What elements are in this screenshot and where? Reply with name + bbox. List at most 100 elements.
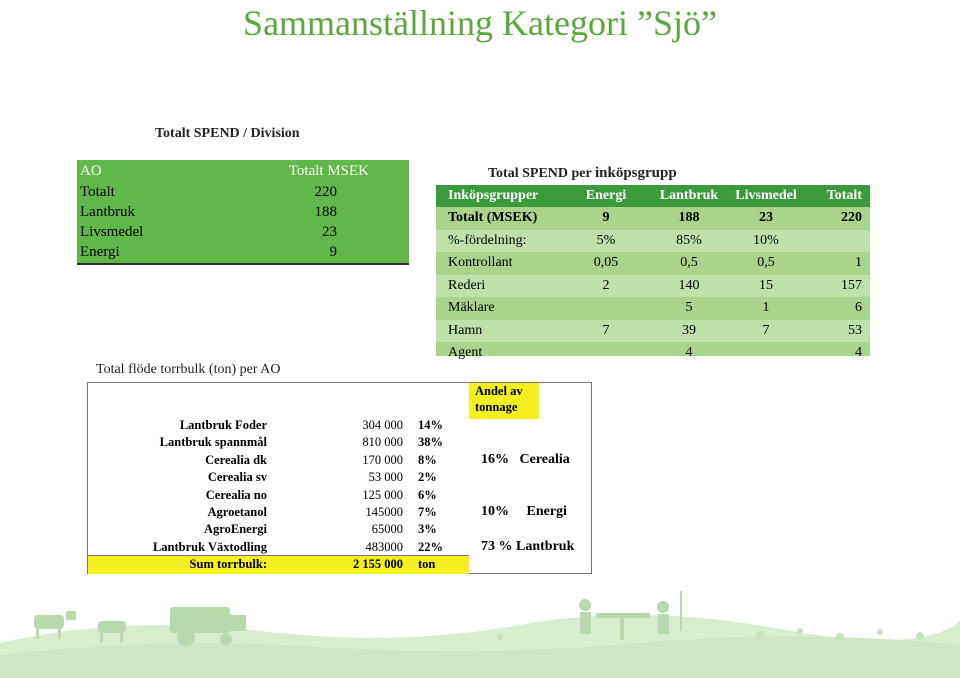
table-row: AgroEnergi 65000 3% xyxy=(88,522,470,539)
table-row: Agroetanol 145000 7% xyxy=(88,505,470,522)
cows-icon xyxy=(34,611,126,642)
table-row: Lantbruk spannmål 810 000 38% xyxy=(88,435,470,452)
table-cell: 1 xyxy=(855,255,862,270)
table-cell: 10% xyxy=(753,232,779,248)
landscape-illustration xyxy=(0,585,960,678)
row-value: 810 000 xyxy=(362,435,403,450)
table-cell: Rederi xyxy=(448,277,486,293)
row-label: Energi xyxy=(80,244,120,260)
table-row: Lantbruk Foder 304 000 14% xyxy=(88,418,470,435)
table-cell: %-fördelning: xyxy=(448,232,527,248)
spend-group-table: Inköpsgrupper Energi Lantbruk Livsmedel … xyxy=(436,185,870,360)
torrbulk-table: Lantbruk Foder 304 000 14% Lantbruk spannmå… xyxy=(87,382,471,574)
andel-header: Andel av tonnage xyxy=(469,383,539,419)
row-pct: 2% xyxy=(418,470,437,485)
table-cell: 157 xyxy=(841,277,862,293)
andel-header-line1: Andel av xyxy=(475,384,523,398)
table-cell: Mäklare xyxy=(448,300,495,315)
row-label: Livsmedel xyxy=(80,224,144,240)
table-cell: Agent xyxy=(448,345,483,360)
table-cell: 85% xyxy=(676,232,702,248)
row-name: AgroEnergi xyxy=(204,522,267,537)
andel-lantbruk: 73 % Lantbruk xyxy=(481,539,575,554)
table-cell: 53 xyxy=(848,322,862,338)
row-pct: 14% xyxy=(418,418,443,432)
row-name: Cerealia sv xyxy=(207,470,267,485)
table-cell: 140 xyxy=(678,277,700,293)
table-row: Lantbruk Växtodling 483000 22% xyxy=(88,540,470,557)
table-row: Totalt 220 xyxy=(77,183,409,203)
table-row: Cerealia dk 170 000 8% xyxy=(88,453,470,470)
row-value: 170 000 xyxy=(362,452,403,467)
andel-box: Andel av tonnage 16% Cerealia 10% Energi… xyxy=(469,382,592,574)
table-cell: 0,5 xyxy=(680,255,698,270)
row-value: 65000 xyxy=(371,522,403,537)
table-row: Kontrollant 0,05 0,5 0,5 1 xyxy=(436,252,870,274)
table-cell: Totalt (MSEK) xyxy=(448,210,538,225)
table-row: Mäklare 5 1 6 xyxy=(436,297,870,319)
harvester-icon xyxy=(170,607,246,646)
table-cell: 0,5 xyxy=(757,255,775,270)
spend-group-title-a: Total SPEND per xyxy=(488,166,595,181)
table-cell: 2 xyxy=(602,277,610,293)
spend-division-title: Totalt SPEND / Division xyxy=(155,126,300,141)
header-cell: Lantbruk xyxy=(659,188,719,203)
table-cell: 0,05 xyxy=(593,255,619,270)
table-cell: 39 xyxy=(682,322,696,338)
row-label: Totalt xyxy=(80,184,115,200)
table-row: Cerealia no 125 000 6% xyxy=(88,488,470,505)
andel-cerealia: 16% Cerealia xyxy=(481,452,570,467)
row-name: Lantbruk Växtodling xyxy=(152,539,267,554)
table-row: Totalt (MSEK) 9 188 23 220 xyxy=(436,207,870,229)
table-cell: 23 xyxy=(759,210,773,225)
table-cell: 15 xyxy=(759,277,773,293)
table-cell: 4 xyxy=(685,345,693,360)
people-at-table-icon xyxy=(579,591,682,640)
table-row: Lantbruk 188 xyxy=(77,203,409,223)
table-cell: 5 xyxy=(685,300,693,315)
row-pct: 3% xyxy=(418,522,437,537)
table-cell: 188 xyxy=(678,210,700,225)
table-row: Hamn 7 39 7 53 xyxy=(436,319,870,342)
row-pct: 6% xyxy=(418,487,437,502)
dots-icon xyxy=(497,628,924,641)
spend-group-title-b: inköpsgrupp xyxy=(594,165,677,181)
row-value: 125 000 xyxy=(362,487,403,502)
table-row: Agent 4 4 xyxy=(436,342,870,364)
table-cell: 1 xyxy=(762,300,770,315)
row-pct: 38% xyxy=(418,435,443,450)
header-cell: Inköpsgrupper xyxy=(448,188,539,203)
row-name: Lantbruk Foder xyxy=(179,418,267,432)
header-label: AO xyxy=(80,163,102,179)
row-value: 53 000 xyxy=(368,470,403,485)
table-cell: Kontrollant xyxy=(448,255,513,270)
andel-header-line2: tonnage xyxy=(475,400,518,414)
sum-name: Sum torrbulk: xyxy=(189,557,267,571)
table-header-row: Inköpsgrupper Energi Lantbruk Livsmedel … xyxy=(436,185,870,207)
row-value: 304 000 xyxy=(362,418,403,432)
sum-unit: ton xyxy=(418,557,436,571)
row-label: Lantbruk xyxy=(80,204,135,220)
table-cell: Hamn xyxy=(448,322,483,338)
table-cell: 9 xyxy=(602,210,610,225)
row-value: 220 xyxy=(314,184,338,200)
table-cell: 7 xyxy=(762,322,770,338)
header-cell: Totalt xyxy=(826,188,862,203)
flode-title: Total flöde torrbulk (ton) per AO xyxy=(96,362,281,377)
header-value: Totalt MSEK xyxy=(288,163,369,179)
andel-energi: 10% Energi xyxy=(481,504,567,519)
row-name: Cerealia no xyxy=(205,487,267,502)
row-value: 188 xyxy=(314,204,338,220)
table-cell: 220 xyxy=(841,210,862,225)
row-value: 23 xyxy=(322,224,337,240)
table-cell: 7 xyxy=(602,322,610,338)
table-cell: 5% xyxy=(596,232,616,248)
page-title: Sammanställning Kategori ”Sjö” xyxy=(243,3,717,43)
spend-division-table: AO Totalt MSEK Totalt 220 Lantbruk 188 L… xyxy=(77,160,409,265)
row-name: Cerealia dk xyxy=(205,452,267,467)
row-value: 145000 xyxy=(365,505,404,519)
row-pct: 22% xyxy=(418,539,443,554)
row-pct: 8% xyxy=(418,452,437,467)
table-cell: 6 xyxy=(855,300,862,315)
row-name: Agroetanol xyxy=(207,505,268,519)
